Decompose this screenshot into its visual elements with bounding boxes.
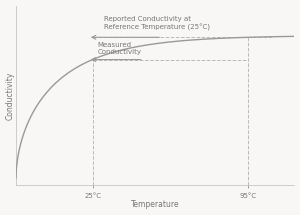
X-axis label: Temperature: Temperature <box>131 200 179 209</box>
Text: Measured
Conductivity: Measured Conductivity <box>97 41 141 55</box>
Text: Reported Conductivity at
Reference Temperature (25°C): Reported Conductivity at Reference Tempe… <box>104 16 210 31</box>
Y-axis label: Conductivity: Conductivity <box>6 71 15 120</box>
